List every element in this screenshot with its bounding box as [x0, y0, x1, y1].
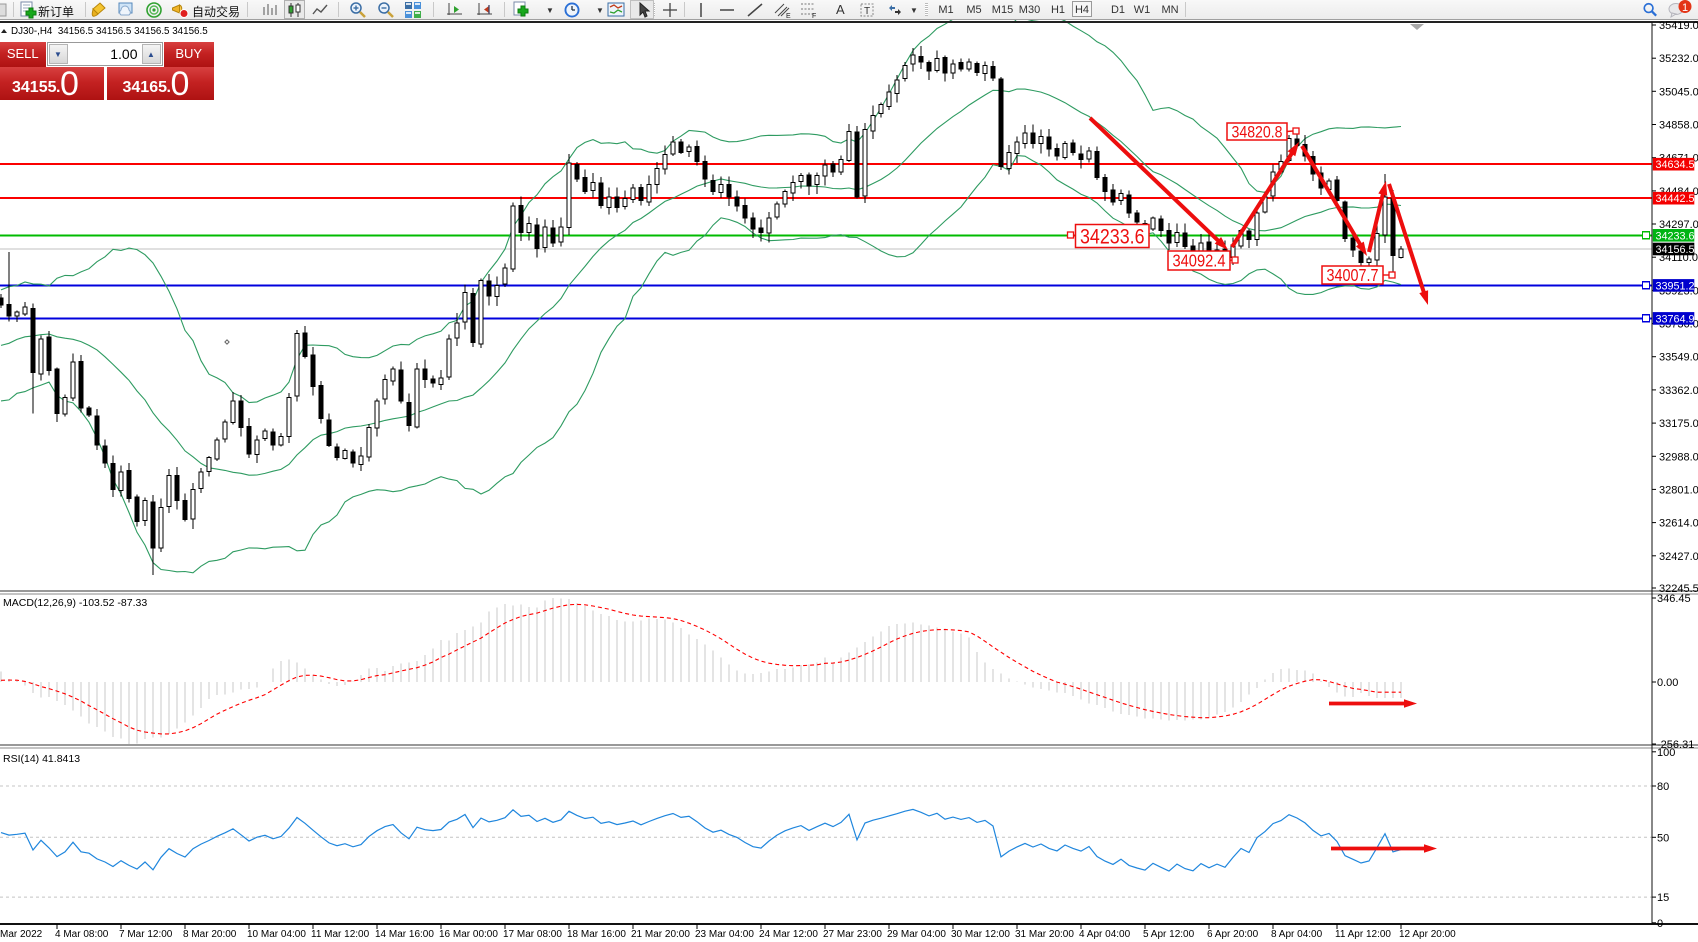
- svg-text:MACD(12,26,9) -103.52 -87.33: MACD(12,26,9) -103.52 -87.33: [3, 597, 147, 609]
- svg-text:21 Mar 20:00: 21 Mar 20:00: [631, 929, 690, 940]
- svg-text:24 Mar 12:00: 24 Mar 12:00: [759, 929, 818, 940]
- svg-text:T: T: [864, 6, 870, 17]
- svg-text:0: 0: [1657, 918, 1663, 930]
- svg-text:33549.0: 33549.0: [1659, 352, 1698, 364]
- svg-text:34297.0: 34297.0: [1659, 219, 1698, 231]
- svg-text:33362.0: 33362.0: [1659, 385, 1698, 397]
- svg-text:35232.0: 35232.0: [1659, 53, 1698, 65]
- svg-text:7 Mar 12:00: 7 Mar 12:00: [119, 929, 173, 940]
- svg-text:29 Mar 04:00: 29 Mar 04:00: [887, 929, 946, 940]
- svg-text:35045.0: 35045.0: [1659, 86, 1698, 98]
- svg-text:34634.5: 34634.5: [1656, 159, 1695, 171]
- svg-text:8 Apr 04:00: 8 Apr 04:00: [1271, 929, 1323, 940]
- svg-text:17 Mar 08:00: 17 Mar 08:00: [503, 929, 562, 940]
- svg-text:346.45: 346.45: [1657, 593, 1691, 605]
- svg-text:1: 1: [1682, 2, 1688, 14]
- svg-text:6 Apr 20:00: 6 Apr 20:00: [1207, 929, 1259, 940]
- svg-text:4 Apr 04:00: 4 Apr 04:00: [1079, 929, 1131, 940]
- svg-text:32801.0: 32801.0: [1659, 484, 1698, 496]
- svg-text:18 Mar 16:00: 18 Mar 16:00: [567, 929, 626, 940]
- svg-text:15: 15: [1657, 892, 1669, 904]
- svg-text:5 Apr 12:00: 5 Apr 12:00: [1143, 929, 1195, 940]
- svg-text:34820.8: 34820.8: [1232, 123, 1283, 141]
- svg-text:F: F: [812, 13, 816, 19]
- svg-text:E: E: [786, 13, 791, 19]
- svg-text:8 Mar 20:00: 8 Mar 20:00: [183, 929, 237, 940]
- svg-text:32245.5: 32245.5: [1659, 583, 1698, 595]
- svg-text:Mar 2022: Mar 2022: [0, 929, 43, 940]
- svg-text:27 Mar 23:00: 27 Mar 23:00: [823, 929, 882, 940]
- svg-text:34233.6: 34233.6: [1656, 230, 1695, 242]
- svg-text:100: 100: [1657, 747, 1675, 759]
- svg-text:34007.7: 34007.7: [1327, 265, 1379, 285]
- svg-text:11 Mar 12:00: 11 Mar 12:00: [311, 929, 370, 940]
- svg-text:34233.6: 34233.6: [1080, 226, 1145, 249]
- svg-text:30 Mar 12:00: 30 Mar 12:00: [951, 929, 1010, 940]
- svg-text:4 Mar 08:00: 4 Mar 08:00: [55, 929, 109, 940]
- svg-text:14 Mar 16:00: 14 Mar 16:00: [375, 929, 434, 940]
- svg-text:32988.0: 32988.0: [1659, 451, 1698, 463]
- svg-text:-256.31: -256.31: [1657, 739, 1694, 751]
- svg-text:23 Mar 04:00: 23 Mar 04:00: [695, 929, 754, 940]
- svg-text:33764.9: 33764.9: [1656, 313, 1695, 325]
- svg-text:RSI(14) 41.8413: RSI(14) 41.8413: [3, 753, 80, 765]
- svg-text:31 Mar 20:00: 31 Mar 20:00: [1015, 929, 1074, 940]
- svg-text:0.00: 0.00: [1657, 677, 1678, 689]
- svg-text:12 Apr 20:00: 12 Apr 20:00: [1399, 929, 1456, 940]
- svg-text:34156.5: 34156.5: [1656, 244, 1695, 256]
- svg-text:32427.0: 32427.0: [1659, 551, 1698, 563]
- svg-text:33175.0: 33175.0: [1659, 418, 1698, 430]
- svg-text:11 Apr 12:00: 11 Apr 12:00: [1335, 929, 1391, 940]
- svg-text:32614.0: 32614.0: [1659, 518, 1698, 530]
- svg-text:33951.2: 33951.2: [1656, 280, 1695, 292]
- svg-text:50: 50: [1657, 832, 1669, 844]
- svg-text:16 Mar 00:00: 16 Mar 00:00: [439, 929, 498, 940]
- svg-text:34092.4: 34092.4: [1173, 251, 1226, 271]
- svg-text:34858.0: 34858.0: [1659, 120, 1698, 132]
- svg-text:80: 80: [1657, 781, 1669, 793]
- svg-text:34442.5: 34442.5: [1656, 193, 1695, 205]
- svg-text:35419.0: 35419.0: [1659, 20, 1698, 32]
- svg-text:10 Mar 04:00: 10 Mar 04:00: [247, 929, 306, 940]
